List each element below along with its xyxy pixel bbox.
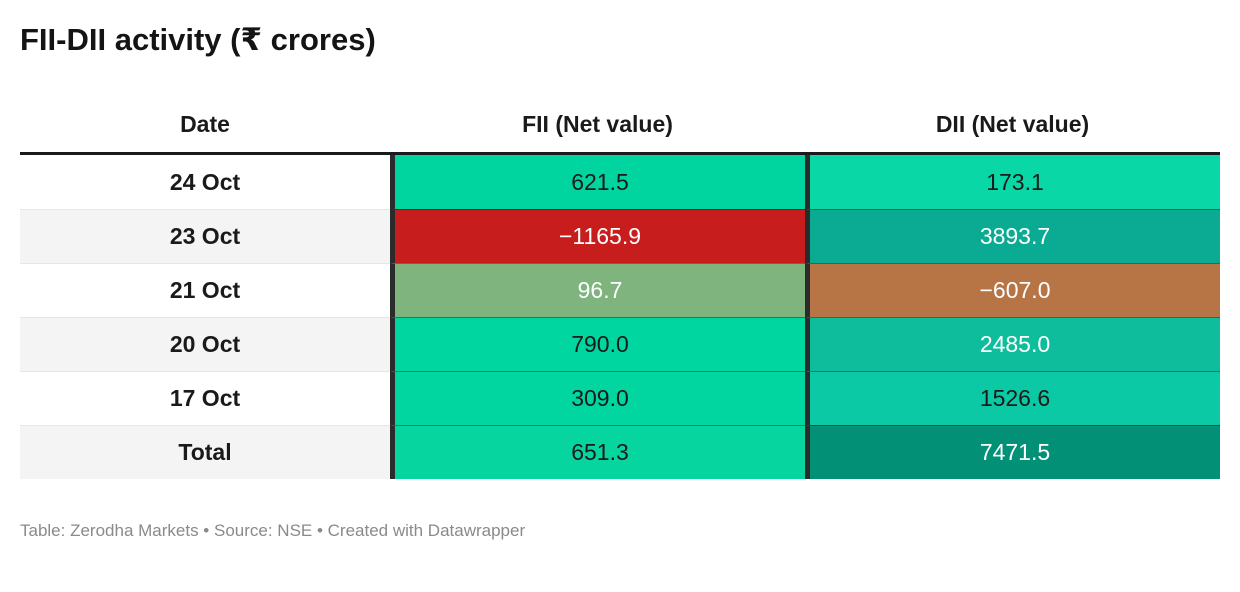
fii-value-cell: 96.7 [390, 263, 805, 317]
table-row: 17 Oct 309.0 1526.6 [20, 371, 1220, 425]
date-cell: 17 Oct [20, 371, 390, 425]
fii-value-cell: 309.0 [390, 371, 805, 425]
date-cell: 23 Oct [20, 209, 390, 263]
dii-value-cell: −607.0 [805, 263, 1220, 317]
attribution-text: Table: Zerodha Markets • Source: NSE • C… [20, 521, 526, 540]
page-title: FII-DII activity (₹ crores) [20, 22, 376, 57]
fii-value-cell: 790.0 [390, 317, 805, 371]
chart-container: FII-DII activity (₹ crores) Date FII (Ne… [0, 22, 1240, 541]
dii-value-cell: 2485.0 [805, 317, 1220, 371]
column-header-date: Date [180, 110, 230, 137]
date-cell: 21 Oct [20, 263, 390, 317]
date-cell: Total [20, 425, 390, 479]
dii-value-cell: 7471.5 [805, 425, 1220, 479]
table-row: 24 Oct 621.5 173.1 [20, 155, 1220, 209]
fii-value-cell: −1165.9 [390, 209, 805, 263]
date-cell: 20 Oct [20, 317, 390, 371]
table-body: 24 Oct 621.5 173.1 23 Oct −1165.9 3893.7 21 Oc… [20, 155, 1220, 479]
table-row: 20 Oct 790.0 2485.0 [20, 317, 1220, 371]
fii-dii-table: Date FII (Net value) DII (Net value) 24 … [20, 96, 1220, 479]
table-header-row: Date FII (Net value) DII (Net value) [20, 96, 1220, 155]
table-row: Total 651.3 7471.5 [20, 425, 1220, 479]
dii-value-cell: 1526.6 [805, 371, 1220, 425]
column-header-fii: FII (Net value) [522, 110, 673, 137]
column-header-dii: DII (Net value) [935, 110, 1090, 137]
fii-value-cell: 621.5 [390, 155, 805, 209]
dii-value-cell: 173.1 [805, 155, 1220, 209]
table-row: 23 Oct −1165.9 3893.7 [20, 209, 1220, 263]
date-cell: 24 Oct [20, 155, 390, 209]
fii-value-cell: 651.3 [390, 425, 805, 479]
dii-value-cell: 3893.7 [805, 209, 1220, 263]
table-row: 21 Oct 96.7 −607.0 [20, 263, 1220, 317]
